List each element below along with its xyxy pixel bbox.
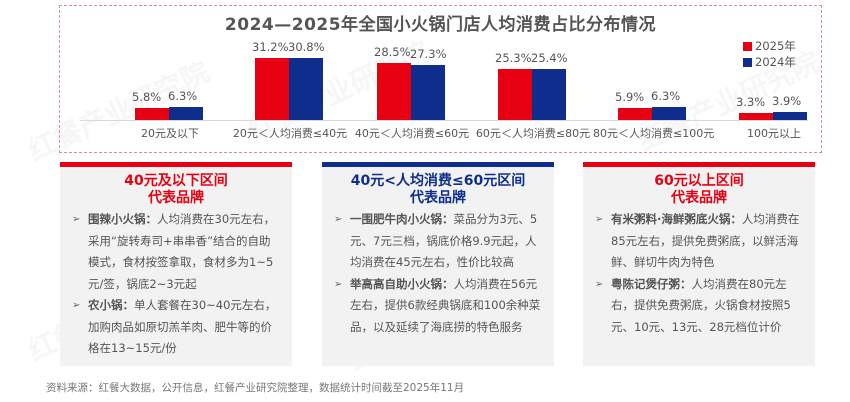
bar-2025 [618, 108, 652, 120]
x-tick-label: 80元＜人均消费≤100元 [593, 127, 715, 140]
bar-group: 3.3% 3.9% 100元以上 [714, 30, 834, 140]
legend-swatch-2024 [743, 57, 752, 67]
brand-desc: 人均消费在30元左右，采用“旋转寿司+串串香”结合的自助模式，食材按签拿取，食材… [88, 212, 276, 291]
brand-name: 粤陈记煲仔粥： [611, 276, 692, 291]
card-body: ➢ 有米粥料·海鲜粥底火锅：人均消费在85元左右，提供免费粥底，以鲜活海鲜、鲜切… [595, 209, 805, 338]
data-label: 27.3% [410, 47, 447, 62]
bar-2024 [289, 58, 323, 120]
bullet-arrow-icon: ➢ [72, 300, 81, 311]
bar-2024 [773, 112, 807, 120]
bar-group: 25.3% 25.4% 60元＜人均消费≤80元 [473, 30, 593, 140]
brand-name: 围辣小火锅： [88, 212, 157, 226]
chart-frame [59, 5, 822, 153]
card-accent-bar [60, 162, 292, 167]
data-source-note: 资料来源：红餐大数据，公开信息，红餐产业研究院整理，数据统计时间截至2025年1… [46, 382, 465, 394]
data-label: 3.3% [736, 95, 766, 110]
x-tick-label: 60元＜人均消费≤80元 [475, 127, 591, 140]
card-title: 60元以上区间 代表品牌 [654, 173, 744, 206]
brand-item: ➢ 农小锅：单人套餐在30~40元左右，加购肉品如原切羔羊肉、肥牛等的价格在13… [72, 295, 282, 360]
bar-2024 [411, 65, 445, 120]
card-accent-bar [322, 162, 554, 167]
data-label: 5.8% [132, 90, 162, 105]
bar-2025 [135, 108, 169, 120]
legend-label: 2025年 [755, 39, 796, 53]
brand-name: 一围肥牛肉小火锅： [350, 212, 454, 226]
bar-2025 [255, 57, 289, 120]
x-tick-label: 40元＜人均消费≤60元 [354, 127, 470, 140]
brand-item: ➢ 粤陈记煲仔粥：人均消费在80元左右，提供免费粥底，火锅食材按照5元、10元、… [595, 274, 805, 339]
bullet-arrow-icon: ➢ [334, 214, 343, 225]
x-axis-line [80, 120, 808, 121]
brand-desc: 人均消费在56元左右，提供6款经典锅底和100余种菜品，以及延续了海底捞的特色服… [350, 276, 541, 334]
x-tick-label: 20元＜人均消费≤40元 [232, 127, 348, 140]
brand-desc: 菜品分为3元、5元、7元三档，锅底价格9.9元起，人均消费在45元左右，性价比较… [350, 212, 538, 269]
brand-item: ➢ 举高高自助小火锅：人均消费在56元左右，提供6款经典锅底和100余种菜品，以… [334, 274, 544, 339]
bullet-arrow-icon: ➢ [334, 278, 343, 290]
brand-desc: 单人套餐在30~40元左右，加购肉品如原切羔羊肉、肥牛等的价格在13~15元/份 [88, 298, 277, 355]
data-label: 6.3% [651, 89, 681, 104]
bar-chart: 5.8% 6.3% 20元及以下 31.2% 30.8% 20元＜人均消费≤40元 28.5… [80, 30, 808, 140]
bar-2024 [532, 69, 566, 120]
x-tick-label: 20元及以下 [141, 127, 199, 140]
brand-item: ➢ 围辣小火锅：人均消费在30元左右，采用“旋转寿司+串串香”结合的自助模式，食… [72, 209, 282, 295]
bar-group: 31.2% 30.8% 20元＜人均消费≤40元 [230, 30, 350, 140]
bar-2025 [498, 69, 532, 120]
bar-group: 5.9% 6.3% 80元＜人均消费≤100元 [593, 30, 715, 140]
legend-label: 2024年 [755, 55, 796, 69]
brand-desc: 人均消费在80元左右，提供免费粥底，火锅食材按照5元、10元、13元、28元档位… [611, 276, 791, 334]
data-label: 31.2% [252, 39, 289, 54]
card-accent-bar [583, 162, 815, 167]
legend-item-2024: 2024年 [743, 54, 796, 70]
bar-group: 5.8% 6.3% 20元及以下 [110, 30, 230, 140]
brand-item: ➢ 有米粥料·海鲜粥底火锅：人均消费在85元左右，提供免费粥底，以鲜活海鲜、鲜切… [595, 209, 805, 274]
data-label: 28.5% [374, 45, 411, 59]
chart-legend: 2025年 2024年 [743, 38, 796, 70]
data-label: 30.8% [288, 40, 325, 55]
bullet-arrow-icon: ➢ [595, 278, 604, 290]
brand-name: 有米粥料·海鲜粥底火锅： [611, 212, 742, 226]
bar-group: 28.5% 27.3% 40元＜人均消费≤60元 [352, 30, 472, 140]
data-label: 3.9% [772, 94, 802, 109]
bullet-arrow-icon: ➢ [72, 214, 81, 225]
bar-2024 [169, 107, 203, 120]
data-label: 6.3% [168, 89, 198, 104]
data-label: 25.3% [495, 51, 532, 66]
chart-title: 2024—2025年全国小火锅门店人均消费占比分布情况 [224, 15, 657, 35]
card-body: ➢ 一围肥牛肉小火锅：菜品分为3元、5元、7元三档，锅底价格9.9元起，人均消费… [334, 209, 544, 338]
data-label: 5.9% [615, 90, 645, 105]
card-body: ➢ 围辣小火锅：人均消费在30元左右，采用“旋转寿司+串串香”结合的自助模式，食… [72, 209, 282, 360]
card-40-60: 40元<人均消费≤60元区间 代表品牌 ➢ 一围肥牛肉小火锅：菜品分为3元、5元… [322, 162, 554, 366]
card-title: 40元<人均消费≤60元区间 代表品牌 [350, 173, 526, 206]
brand-name: 农小锅： [88, 298, 134, 312]
bar-2025 [377, 63, 411, 120]
card-under-40: 40元及以下区间 代表品牌 ➢ 围辣小火锅：人均消费在30元左右，采用“旋转寿司… [60, 162, 292, 366]
legend-swatch-2025 [743, 41, 752, 51]
bullet-arrow-icon: ➢ [595, 214, 604, 225]
card-over-60: 60元以上区间 代表品牌 ➢ 有米粥料·海鲜粥底火锅：人均消费在85元左右，提供… [583, 162, 815, 366]
brand-name: 举高高自助小火锅： [350, 276, 454, 291]
brand-item: ➢ 一围肥牛肉小火锅：菜品分为3元、5元、7元三档，锅底价格9.9元起，人均消费… [334, 209, 544, 274]
bar-2025 [739, 113, 773, 120]
card-title: 40元及以下区间 代表品牌 [124, 173, 228, 206]
x-tick-label: 100元以上 [747, 127, 801, 140]
legend-item-2025: 2025年 [743, 38, 796, 54]
bar-2024 [652, 107, 686, 120]
data-label: 25.4% [531, 51, 568, 66]
brand-desc: 人均消费在85元左右，提供免费粥底，以鲜活海鲜、鲜切牛肉为特色 [611, 212, 800, 269]
